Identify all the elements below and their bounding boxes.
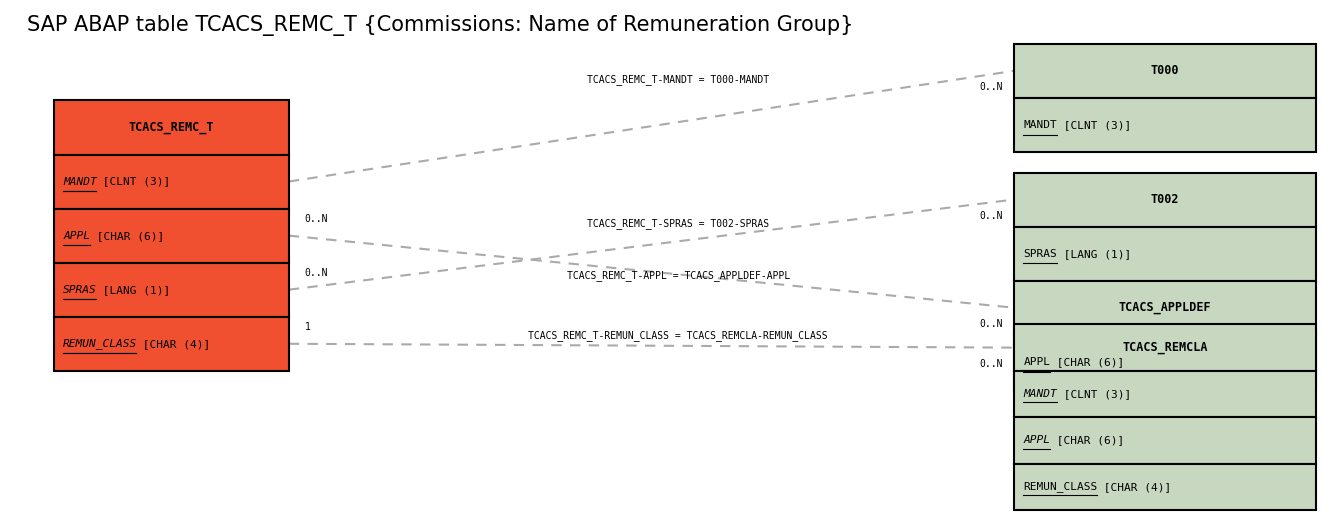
FancyBboxPatch shape xyxy=(1014,324,1316,371)
FancyBboxPatch shape xyxy=(1014,281,1316,335)
Text: 0..N: 0..N xyxy=(980,319,1003,329)
Text: [CHAR (6)]: [CHAR (6)] xyxy=(1050,435,1124,445)
Text: T002: T002 xyxy=(1151,193,1179,206)
Text: 0..N: 0..N xyxy=(980,359,1003,369)
Text: TCACS_REMC_T-SPRAS = T002-SPRAS: TCACS_REMC_T-SPRAS = T002-SPRAS xyxy=(587,218,770,230)
Text: SAP ABAP table TCACS_REMC_T {Commissions: Name of Remuneration Group}: SAP ABAP table TCACS_REMC_T {Commissions… xyxy=(27,15,853,37)
Text: TCACS_REMCLA: TCACS_REMCLA xyxy=(1123,341,1207,354)
Text: TCACS_REMC_T: TCACS_REMC_T xyxy=(129,121,214,134)
Text: REMUN_CLASS: REMUN_CLASS xyxy=(63,338,137,349)
Text: SPRAS: SPRAS xyxy=(63,285,97,295)
Text: 0..N: 0..N xyxy=(305,214,328,225)
Text: APPL: APPL xyxy=(63,231,90,241)
FancyBboxPatch shape xyxy=(54,100,289,154)
Text: [LANG (1)]: [LANG (1)] xyxy=(97,285,171,295)
Text: 0..N: 0..N xyxy=(980,211,1003,221)
Text: REMUN_CLASS: REMUN_CLASS xyxy=(1023,481,1097,492)
Text: TCACS_APPLDEF: TCACS_APPLDEF xyxy=(1119,301,1211,314)
Text: SPRAS: SPRAS xyxy=(1023,249,1057,259)
Text: [CLNT (3)]: [CLNT (3)] xyxy=(97,177,171,186)
FancyBboxPatch shape xyxy=(1014,44,1316,98)
Text: TCACS_REMC_T-MANDT = T000-MANDT: TCACS_REMC_T-MANDT = T000-MANDT xyxy=(587,74,770,85)
Text: 0..N: 0..N xyxy=(305,268,328,278)
Text: TCACS_REMC_T-REMUN_CLASS = TCACS_REMCLA-REMUN_CLASS: TCACS_REMC_T-REMUN_CLASS = TCACS_REMCLA-… xyxy=(528,330,829,341)
Text: TCACS_REMC_T-APPL = TCACS_APPLDEF-APPL: TCACS_REMC_T-APPL = TCACS_APPLDEF-APPL xyxy=(567,270,790,281)
Text: APPL: APPL xyxy=(1023,435,1050,445)
Text: MANDT: MANDT xyxy=(63,177,97,186)
FancyBboxPatch shape xyxy=(54,263,289,317)
Text: MANDT: MANDT xyxy=(1023,120,1057,130)
FancyBboxPatch shape xyxy=(54,317,289,371)
Text: [CHAR (4)]: [CHAR (4)] xyxy=(137,339,211,349)
FancyBboxPatch shape xyxy=(1014,464,1316,510)
FancyBboxPatch shape xyxy=(1014,371,1316,417)
Text: [CHAR (6)]: [CHAR (6)] xyxy=(90,231,164,241)
FancyBboxPatch shape xyxy=(54,209,289,263)
FancyBboxPatch shape xyxy=(1014,335,1316,389)
FancyBboxPatch shape xyxy=(1014,417,1316,464)
Text: 1: 1 xyxy=(305,322,310,333)
Text: [LANG (1)]: [LANG (1)] xyxy=(1057,249,1131,259)
Text: T000: T000 xyxy=(1151,64,1179,77)
Text: APPL: APPL xyxy=(1023,357,1050,367)
Text: 0..N: 0..N xyxy=(980,82,1003,92)
Text: [CHAR (4)]: [CHAR (4)] xyxy=(1097,482,1171,492)
Text: [CLNT (3)]: [CLNT (3)] xyxy=(1057,120,1131,130)
Text: MANDT: MANDT xyxy=(1023,389,1057,399)
FancyBboxPatch shape xyxy=(1014,173,1316,227)
Text: [CHAR (6)]: [CHAR (6)] xyxy=(1050,357,1124,367)
FancyBboxPatch shape xyxy=(54,154,289,209)
Text: [CLNT (3)]: [CLNT (3)] xyxy=(1057,389,1131,399)
FancyBboxPatch shape xyxy=(1014,227,1316,281)
FancyBboxPatch shape xyxy=(1014,98,1316,152)
